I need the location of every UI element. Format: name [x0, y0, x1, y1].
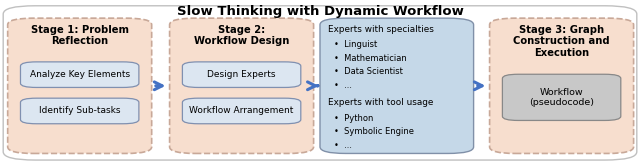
FancyBboxPatch shape: [182, 98, 301, 124]
Text: Design Experts: Design Experts: [207, 70, 276, 79]
FancyBboxPatch shape: [8, 18, 152, 153]
Text: •  ...: • ...: [334, 81, 352, 90]
Text: Experts with specialties: Experts with specialties: [328, 25, 433, 34]
Text: •  Symbolic Engine: • Symbolic Engine: [334, 127, 414, 136]
FancyBboxPatch shape: [320, 18, 474, 153]
Text: •  Data Scientist: • Data Scientist: [334, 67, 403, 77]
Text: •  ...: • ...: [334, 141, 352, 150]
Text: Stage 2:
Workflow Design: Stage 2: Workflow Design: [194, 25, 289, 46]
Text: Stage 3: Graph
Construction and
Execution: Stage 3: Graph Construction and Executio…: [513, 25, 610, 58]
FancyBboxPatch shape: [20, 98, 139, 124]
Text: Workflow Arrangement: Workflow Arrangement: [189, 106, 294, 115]
Text: •  Python: • Python: [334, 114, 374, 123]
FancyBboxPatch shape: [490, 18, 634, 153]
Text: Experts with tool usage: Experts with tool usage: [328, 98, 433, 107]
Text: Analyze Key Elements: Analyze Key Elements: [29, 70, 130, 79]
FancyBboxPatch shape: [502, 74, 621, 120]
FancyBboxPatch shape: [3, 6, 637, 160]
FancyBboxPatch shape: [20, 62, 139, 87]
Text: •  Mathematician: • Mathematician: [334, 54, 407, 63]
Text: Slow Thinking with Dynamic Workflow: Slow Thinking with Dynamic Workflow: [177, 5, 463, 18]
Text: Workflow
(pseudocode): Workflow (pseudocode): [529, 88, 594, 107]
Text: Stage 1: Problem
Reflection: Stage 1: Problem Reflection: [31, 25, 129, 46]
Text: Identify Sub-tasks: Identify Sub-tasks: [39, 106, 120, 115]
FancyBboxPatch shape: [182, 62, 301, 87]
Text: •  Linguist: • Linguist: [334, 40, 378, 50]
FancyBboxPatch shape: [170, 18, 314, 153]
